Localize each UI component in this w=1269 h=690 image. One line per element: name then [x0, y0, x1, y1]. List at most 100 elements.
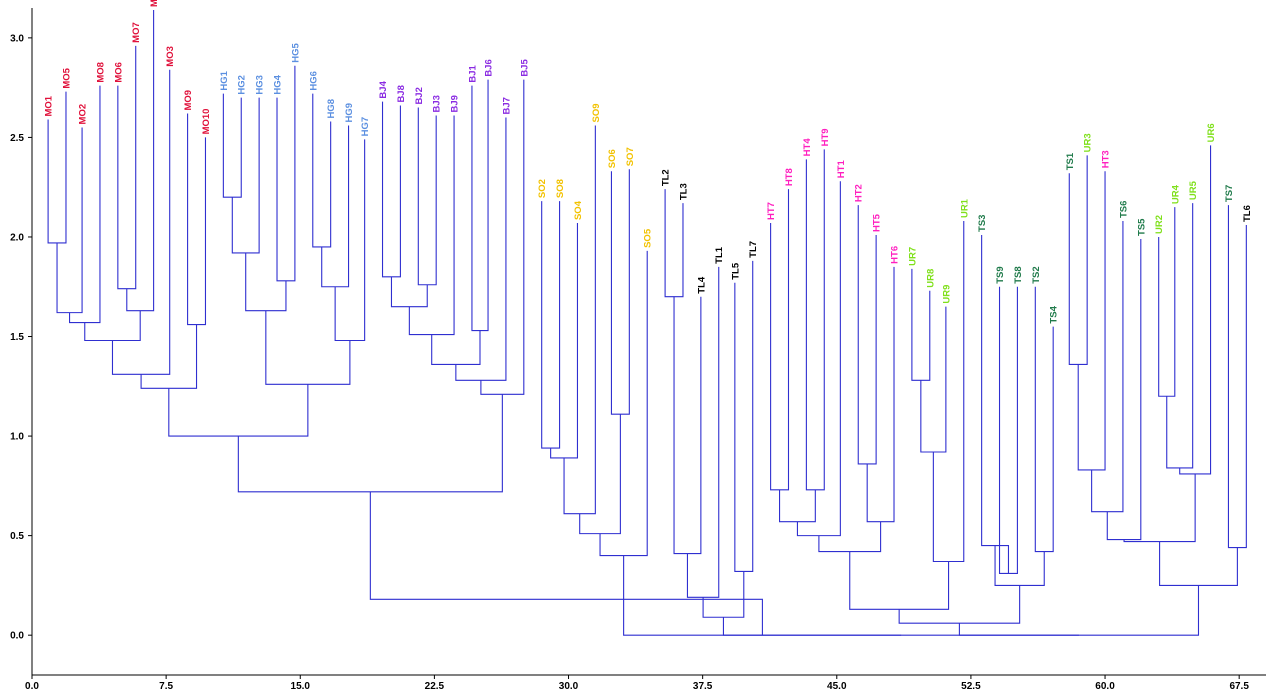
leaf-label-ur9: UR9 — [941, 285, 952, 304]
dendrogram-link — [381, 101, 401, 278]
dendrogram-link — [734, 260, 754, 573]
leaf-label-hg4: HG4 — [273, 74, 284, 94]
y-tick-label: 0.0 — [10, 631, 24, 642]
dendrogram-link — [84, 310, 141, 342]
dendrogram-link — [1077, 171, 1106, 471]
dendrogram-link — [237, 394, 503, 493]
dendrogram-link — [857, 205, 877, 465]
leaf-label-so5: SO5 — [643, 228, 654, 248]
leaf-label-ts8: TS8 — [1013, 266, 1024, 283]
dendrogram-link — [480, 79, 525, 395]
leaf-label-ht4: HT4 — [802, 138, 813, 157]
dendrogram-link — [818, 521, 882, 553]
leaf-label-ht2: HT2 — [854, 184, 865, 202]
leaf-label-ur2: UR2 — [1154, 215, 1165, 234]
leaf-label-tl7: TL7 — [748, 241, 759, 258]
leaf-label-ht1: HT1 — [836, 160, 847, 179]
x-tick-label: 22.5 — [425, 681, 445, 690]
leaf-label-bj6: BJ6 — [484, 59, 495, 76]
leaf-label-ht6: HT6 — [890, 246, 901, 264]
leaf-label-hg1: HG1 — [219, 70, 230, 90]
x-tick-label: 0.0 — [25, 681, 39, 690]
x-tick-label: 67.5 — [1229, 681, 1249, 690]
leaf-label-hg9: HG9 — [344, 103, 355, 123]
leaf-label-tl4: TL4 — [696, 276, 707, 294]
dendrogram-link — [599, 250, 648, 557]
leaf-label-hg8: HG8 — [326, 99, 337, 119]
leaf-label-mo9: MO9 — [183, 90, 194, 111]
dendrogram-link — [126, 9, 155, 312]
dendrogram-link — [1123, 473, 1196, 543]
dendrogram-link — [187, 113, 207, 326]
dendrogram-link — [779, 489, 816, 523]
x-tick-label: 30.0 — [559, 681, 579, 690]
dendrogram-link — [981, 234, 1010, 574]
y-tick-label: 0.5 — [10, 531, 24, 542]
leaf-label-mo5: MO5 — [61, 67, 72, 88]
leaf-label-ts1: TS1 — [1065, 152, 1076, 170]
dendrogram-link — [168, 384, 309, 437]
leaf-label-mo3: MO3 — [165, 46, 176, 67]
leaf-label-mo10: MO10 — [201, 109, 212, 135]
dendrogram-link — [1159, 541, 1238, 586]
leaf-label-ur8: UR8 — [925, 269, 936, 288]
dendrogram-link — [805, 149, 825, 491]
leaf-label-mo8: MO8 — [95, 62, 106, 83]
leaf-label-ts4: TS4 — [1049, 305, 1060, 323]
dendrogram-link — [1091, 221, 1124, 513]
dendrogram-link — [276, 65, 296, 282]
dendrogram-link — [417, 107, 437, 286]
leaf-label-ts6: TS6 — [1118, 201, 1129, 218]
leaf-label-tl5: TL5 — [730, 262, 741, 280]
dendrogram-link — [686, 266, 720, 598]
dendrogram-link — [610, 169, 630, 415]
dendrogram-link — [866, 266, 895, 523]
x-tick-label: 45.0 — [827, 681, 847, 690]
leaf-label-bj9: BJ9 — [450, 95, 461, 112]
y-tick-label: 1.0 — [10, 432, 24, 443]
leaf-label-tl6: TL6 — [1242, 205, 1253, 222]
dendrogram-link — [541, 201, 561, 449]
x-tick-label: 60.0 — [1095, 681, 1115, 690]
leaf-label-ht3: HT3 — [1101, 150, 1112, 168]
dendrogram-link — [334, 139, 366, 342]
leaf-label-tl1: TL1 — [714, 246, 725, 264]
leaf-label-ur3: UR3 — [1083, 133, 1094, 152]
leaf-label-ts7: TS7 — [1224, 185, 1235, 202]
dendrogram-link — [321, 125, 350, 288]
leaf-label-bj5: BJ5 — [519, 59, 530, 77]
leaf-label-ts2: TS2 — [1031, 266, 1042, 283]
leaf-label-ts3: TS3 — [977, 215, 988, 232]
dendrogram-link — [673, 296, 702, 555]
dendrogram-link — [722, 617, 1079, 636]
y-tick-label: 3.0 — [10, 33, 24, 44]
leaf-label-so8: SO8 — [555, 179, 566, 198]
dendrogram-link — [623, 555, 902, 636]
leaf-label-hg5: HG5 — [290, 42, 301, 62]
dendrogram-link — [898, 585, 1021, 624]
leaf-label-bj3: BJ3 — [432, 95, 443, 112]
leaf-label-hg3: HG3 — [255, 75, 266, 95]
dendrogram-link — [1068, 155, 1088, 365]
x-tick-label: 37.5 — [693, 681, 713, 690]
dendrogram-link — [265, 310, 351, 385]
leaf-label-hg6: HG6 — [308, 71, 319, 91]
leaf-label-so4: SO4 — [573, 200, 584, 220]
leaf-label-ur4: UR4 — [1170, 184, 1181, 204]
dendrogram-link — [1034, 286, 1054, 553]
dendrogram-link — [1166, 203, 1194, 469]
y-tick-label: 2.0 — [10, 232, 24, 243]
dendrogram-link — [1227, 205, 1247, 549]
leaf-label-so2: SO2 — [537, 179, 548, 198]
leaf-label-mo2: MO2 — [78, 104, 89, 125]
dendrogram-link — [408, 115, 455, 336]
dendrogram-link — [911, 268, 931, 381]
leaf-label-so9: SO9 — [591, 103, 602, 122]
dendrogram-link — [471, 79, 489, 332]
leaf-label-bj7: BJ7 — [501, 97, 512, 114]
dendrogram-link — [579, 414, 621, 535]
dendrogram-link — [932, 221, 965, 563]
dendrogram-link — [222, 93, 242, 198]
dendrogram-link — [796, 181, 841, 537]
